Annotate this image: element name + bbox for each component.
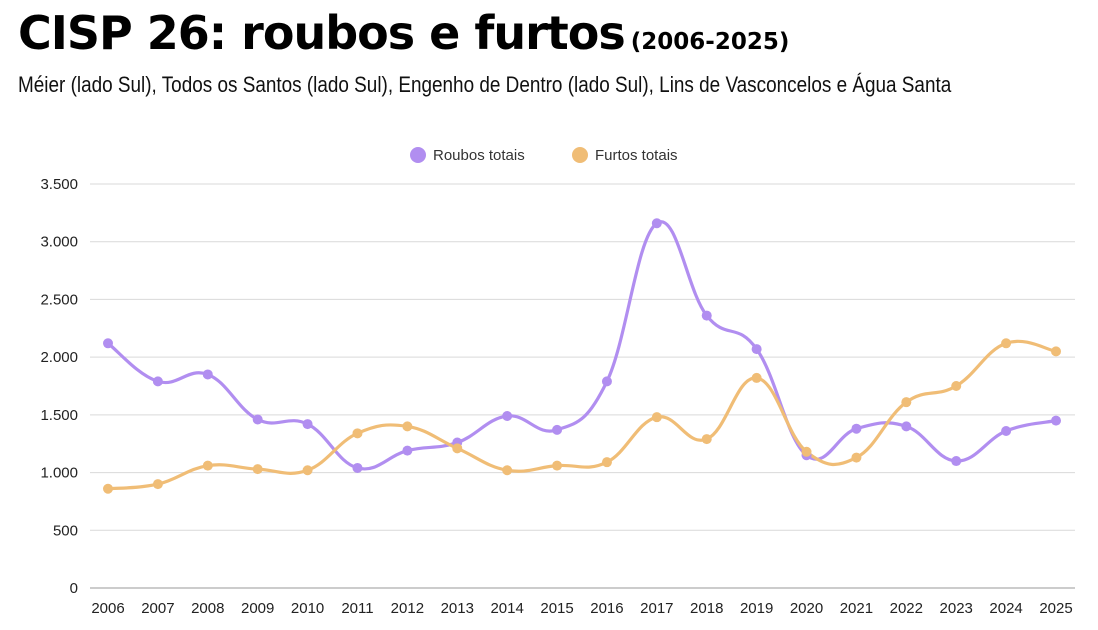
- data-point: [951, 456, 962, 467]
- x-tick-label: 2007: [141, 600, 174, 617]
- y-axis-ticks: 0 500 1.000 1.500 2.000 2.500 3.000 3.500: [40, 176, 78, 597]
- data-point: [651, 218, 662, 229]
- y-tick-label: 2.500: [40, 291, 78, 308]
- data-point: [502, 411, 513, 422]
- chart-title-years: (2006-2025): [630, 29, 790, 55]
- data-point: [152, 479, 163, 490]
- x-tick-label: 2019: [740, 600, 773, 617]
- chart-subtitle: Méier (lado Sul), Todos os Santos (lado …: [18, 72, 952, 97]
- y-tick-label: 1.000: [40, 465, 78, 482]
- data-point: [252, 414, 263, 425]
- y-tick-label: 0: [70, 580, 78, 597]
- y-tick-label: 3.500: [40, 176, 78, 193]
- data-point: [552, 460, 563, 471]
- x-tick-label: 2009: [241, 600, 274, 617]
- legend-marker: [572, 147, 588, 163]
- data-point: [851, 452, 862, 463]
- data-point: [202, 460, 213, 471]
- x-tick-label: 2018: [690, 600, 723, 617]
- x-tick-label: 2006: [91, 600, 124, 617]
- data-point: [352, 428, 363, 439]
- data-point: [252, 464, 263, 475]
- y-tick-label: 3.000: [40, 234, 78, 251]
- data-point: [452, 443, 463, 454]
- x-tick-label: 2021: [840, 600, 873, 617]
- data-point: [651, 412, 662, 423]
- legend: Roubos totais Furtos totais: [410, 147, 678, 164]
- legend-label: Roubos totais: [433, 147, 525, 164]
- data-point: [1001, 338, 1012, 349]
- chart-title-text: CISP 26: roubos e furtos: [18, 6, 626, 60]
- legend-marker: [410, 147, 426, 163]
- data-point: [701, 310, 712, 321]
- data-point: [901, 421, 912, 432]
- grid-lines: [90, 183, 1075, 589]
- data-point: [502, 465, 513, 476]
- data-point: [751, 344, 762, 355]
- data-point: [103, 483, 113, 494]
- data-point: [801, 446, 812, 457]
- data-point: [701, 434, 712, 445]
- data-point: [751, 372, 762, 383]
- series-points: [103, 218, 1061, 494]
- x-axis-ticks: 2006 2007 2008 2009 2010 2011 2012 2013 2014 2015…: [91, 600, 1072, 617]
- x-tick-label: 2017: [640, 600, 673, 617]
- data-point: [302, 419, 313, 430]
- x-tick-label: 2025: [1039, 600, 1072, 617]
- data-point: [951, 381, 962, 391]
- x-tick-label: 2008: [191, 600, 224, 617]
- data-point: [352, 462, 363, 473]
- data-point: [402, 421, 413, 432]
- x-tick-label: 2013: [441, 600, 474, 617]
- data-point: [152, 376, 163, 387]
- series-line-1: [106, 220, 1058, 471]
- data-point: [103, 338, 113, 349]
- y-tick-label: 1.500: [40, 407, 78, 424]
- data-point: [402, 445, 413, 456]
- x-tick-label: 2016: [590, 600, 623, 617]
- data-point: [202, 369, 213, 380]
- x-tick-label: 2022: [890, 600, 923, 617]
- chart-title: CISP 26: roubos e furtos (2006-2025): [18, 6, 789, 60]
- data-point: [1051, 415, 1061, 426]
- data-point: [601, 376, 612, 387]
- data-point: [552, 424, 563, 435]
- data-point: [302, 465, 313, 476]
- x-tick-label: 2023: [940, 600, 973, 617]
- data-point: [901, 397, 912, 408]
- x-tick-label: 2012: [391, 600, 424, 617]
- y-tick-label: 500: [53, 522, 78, 539]
- x-tick-label: 2015: [540, 600, 573, 617]
- data-point: [1001, 426, 1012, 437]
- y-tick-label: 2.000: [40, 349, 78, 366]
- x-tick-label: 2020: [790, 600, 823, 617]
- legend-label: Furtos totais: [595, 147, 678, 164]
- x-tick-label: 2011: [341, 600, 373, 617]
- x-tick-label: 2014: [490, 600, 523, 617]
- data-point: [1051, 346, 1061, 357]
- x-tick-label: 2010: [291, 600, 324, 617]
- data-point: [601, 457, 612, 468]
- x-tick-label: 2024: [989, 600, 1022, 617]
- series-lines: [106, 220, 1058, 491]
- data-point: [851, 423, 862, 434]
